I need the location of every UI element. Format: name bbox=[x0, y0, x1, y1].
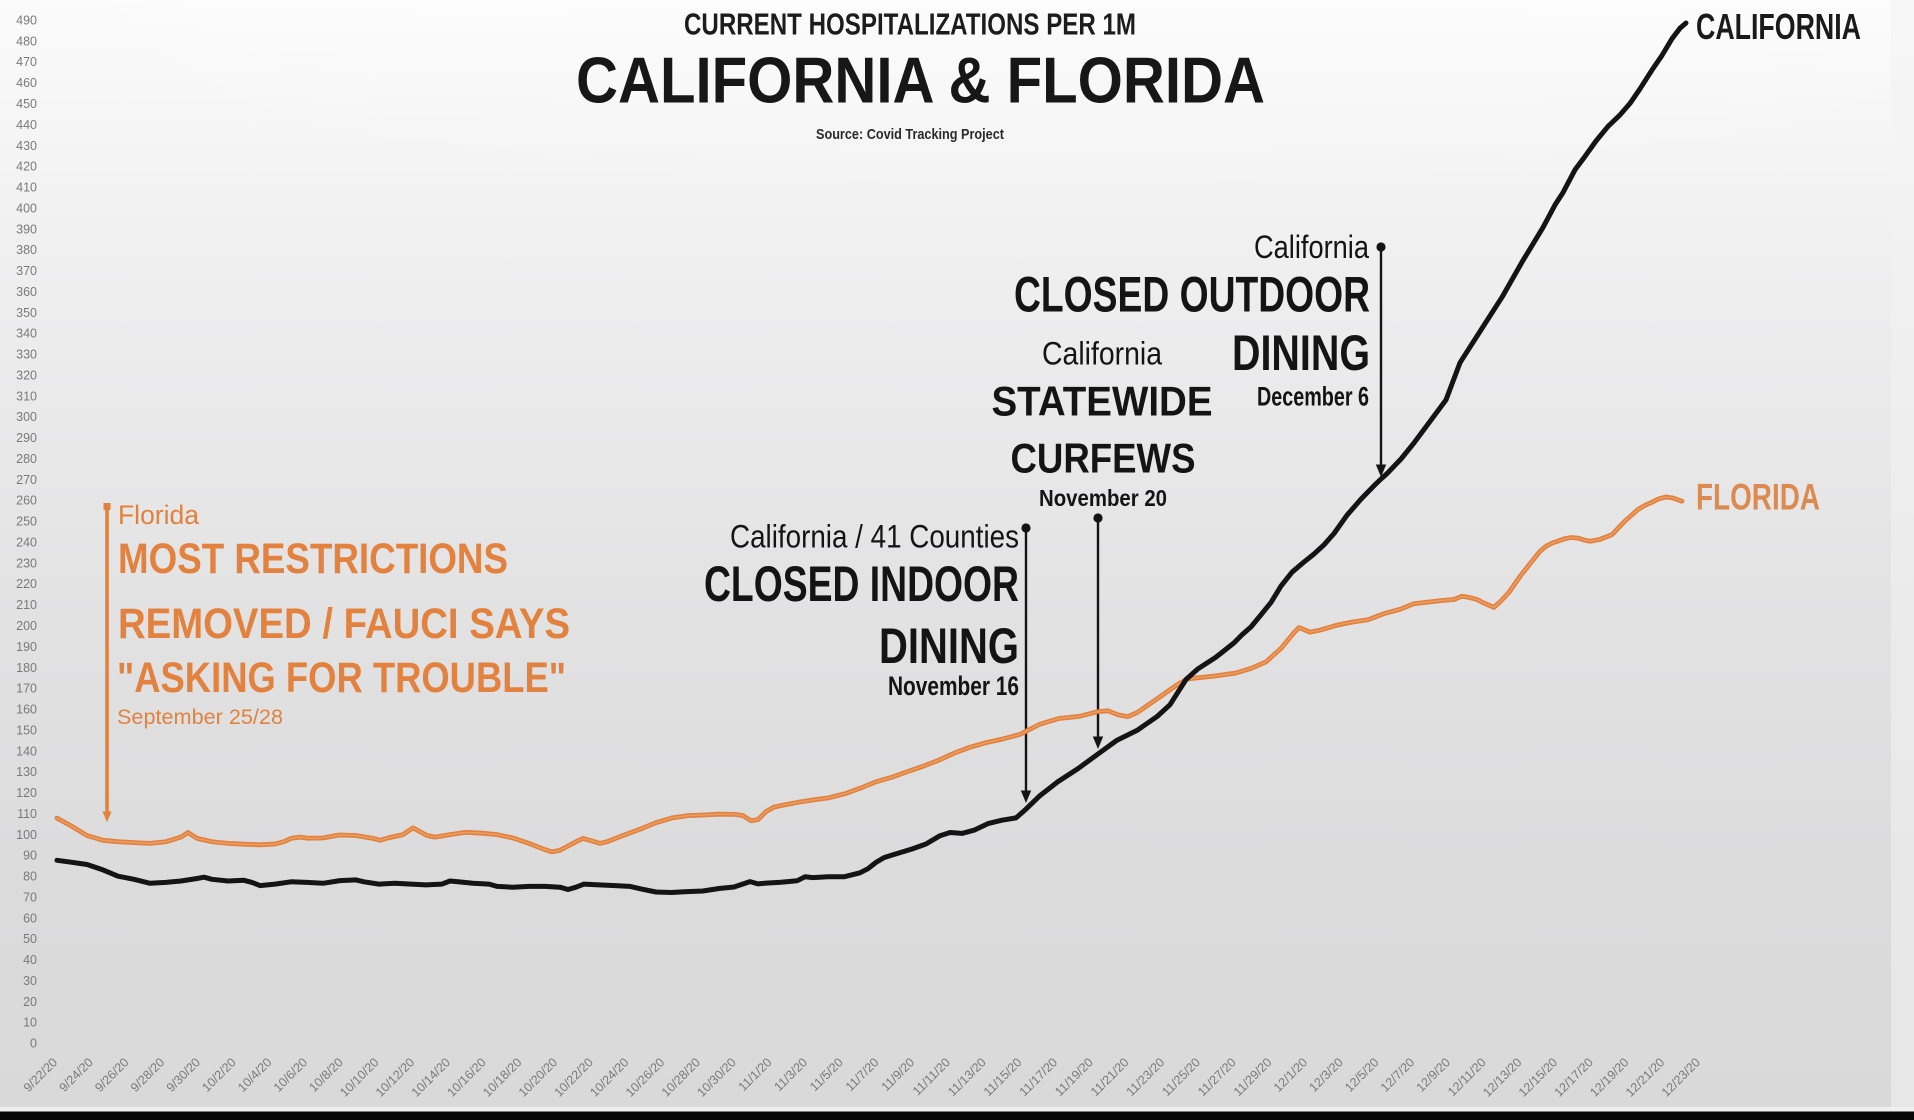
svg-text:410: 410 bbox=[16, 181, 37, 195]
svg-text:20: 20 bbox=[23, 995, 37, 1009]
svg-text:240: 240 bbox=[16, 536, 37, 550]
svg-text:210: 210 bbox=[16, 598, 37, 612]
svg-text:230: 230 bbox=[16, 556, 37, 570]
svg-text:California: California bbox=[1254, 229, 1369, 265]
svg-text:CURFEWS: CURFEWS bbox=[1011, 435, 1196, 482]
svg-text:470: 470 bbox=[16, 55, 37, 69]
svg-text:Source: Covid Tracking Project: Source: Covid Tracking Project bbox=[816, 126, 1004, 143]
svg-text:60: 60 bbox=[23, 911, 37, 925]
svg-text:490: 490 bbox=[16, 14, 37, 28]
svg-text:California: California bbox=[1042, 336, 1162, 372]
svg-text:480: 480 bbox=[16, 34, 37, 48]
svg-text:CALIFORNIA & FLORIDA: CALIFORNIA & FLORIDA bbox=[576, 44, 1265, 117]
svg-text:140: 140 bbox=[16, 744, 37, 758]
svg-text:110: 110 bbox=[17, 807, 37, 821]
svg-text:DINING: DINING bbox=[879, 618, 1019, 674]
svg-text:460: 460 bbox=[16, 76, 37, 90]
svg-text:November 16: November 16 bbox=[888, 671, 1019, 701]
svg-text:350: 350 bbox=[16, 306, 37, 320]
svg-text:400: 400 bbox=[16, 201, 37, 215]
svg-text:"ASKING FOR TROUBLE": "ASKING FOR TROUBLE" bbox=[117, 654, 566, 702]
svg-text:220: 220 bbox=[16, 577, 37, 591]
svg-text:420: 420 bbox=[16, 160, 37, 174]
svg-text:130: 130 bbox=[16, 765, 37, 779]
svg-text:0: 0 bbox=[30, 1037, 37, 1051]
svg-text:100: 100 bbox=[16, 828, 37, 842]
svg-text:CURRENT HOSPITALIZATIONS PER 1: CURRENT HOSPITALIZATIONS PER 1M bbox=[684, 7, 1136, 42]
svg-text:30: 30 bbox=[23, 974, 37, 988]
svg-text:DINING: DINING bbox=[1232, 325, 1370, 381]
svg-text:10: 10 bbox=[23, 1016, 37, 1030]
svg-text:250: 250 bbox=[16, 515, 37, 529]
svg-text:290: 290 bbox=[16, 431, 37, 445]
svg-text:330: 330 bbox=[16, 348, 37, 362]
svg-text:150: 150 bbox=[16, 723, 37, 737]
svg-text:440: 440 bbox=[16, 118, 37, 132]
svg-text:300: 300 bbox=[16, 410, 37, 424]
svg-text:310: 310 bbox=[16, 389, 37, 403]
svg-text:190: 190 bbox=[16, 640, 37, 654]
svg-text:340: 340 bbox=[16, 327, 37, 341]
svg-text:September 25/28: September 25/28 bbox=[117, 706, 283, 729]
svg-text:90: 90 bbox=[23, 849, 37, 863]
svg-text:50: 50 bbox=[23, 932, 37, 946]
svg-text:280: 280 bbox=[16, 452, 37, 466]
svg-text:CLOSED INDOOR: CLOSED INDOOR bbox=[704, 556, 1019, 612]
svg-text:Florida: Florida bbox=[118, 500, 200, 530]
svg-text:270: 270 bbox=[16, 473, 37, 487]
svg-text:California / 41 Counties: California / 41 Counties bbox=[730, 519, 1019, 555]
svg-text:430: 430 bbox=[16, 139, 37, 153]
svg-text:CALIFORNIA: CALIFORNIA bbox=[1696, 6, 1861, 47]
svg-text:80: 80 bbox=[23, 870, 37, 884]
svg-text:120: 120 bbox=[16, 786, 37, 800]
svg-text:200: 200 bbox=[16, 619, 37, 633]
svg-text:40: 40 bbox=[23, 953, 37, 967]
svg-text:380: 380 bbox=[16, 243, 37, 257]
svg-text:320: 320 bbox=[16, 368, 37, 382]
svg-text:STATEWIDE: STATEWIDE bbox=[992, 378, 1213, 425]
svg-text:180: 180 bbox=[16, 661, 37, 675]
svg-text:260: 260 bbox=[16, 494, 37, 508]
svg-text:November 20: November 20 bbox=[1039, 485, 1167, 511]
svg-text:December 6: December 6 bbox=[1257, 382, 1369, 412]
svg-text:370: 370 bbox=[16, 264, 37, 278]
svg-text:170: 170 bbox=[16, 682, 37, 696]
svg-text:FLORIDA: FLORIDA bbox=[1696, 477, 1820, 518]
svg-text:360: 360 bbox=[16, 285, 37, 299]
svg-text:CLOSED OUTDOOR: CLOSED OUTDOOR bbox=[1014, 267, 1370, 323]
svg-text:REMOVED / FAUCI SAYS: REMOVED / FAUCI SAYS bbox=[118, 600, 570, 648]
svg-text:390: 390 bbox=[16, 222, 37, 236]
svg-text:MOST RESTRICTIONS: MOST RESTRICTIONS bbox=[118, 535, 508, 583]
svg-text:70: 70 bbox=[23, 890, 37, 904]
svg-text:450: 450 bbox=[16, 97, 37, 111]
svg-text:160: 160 bbox=[16, 703, 37, 717]
